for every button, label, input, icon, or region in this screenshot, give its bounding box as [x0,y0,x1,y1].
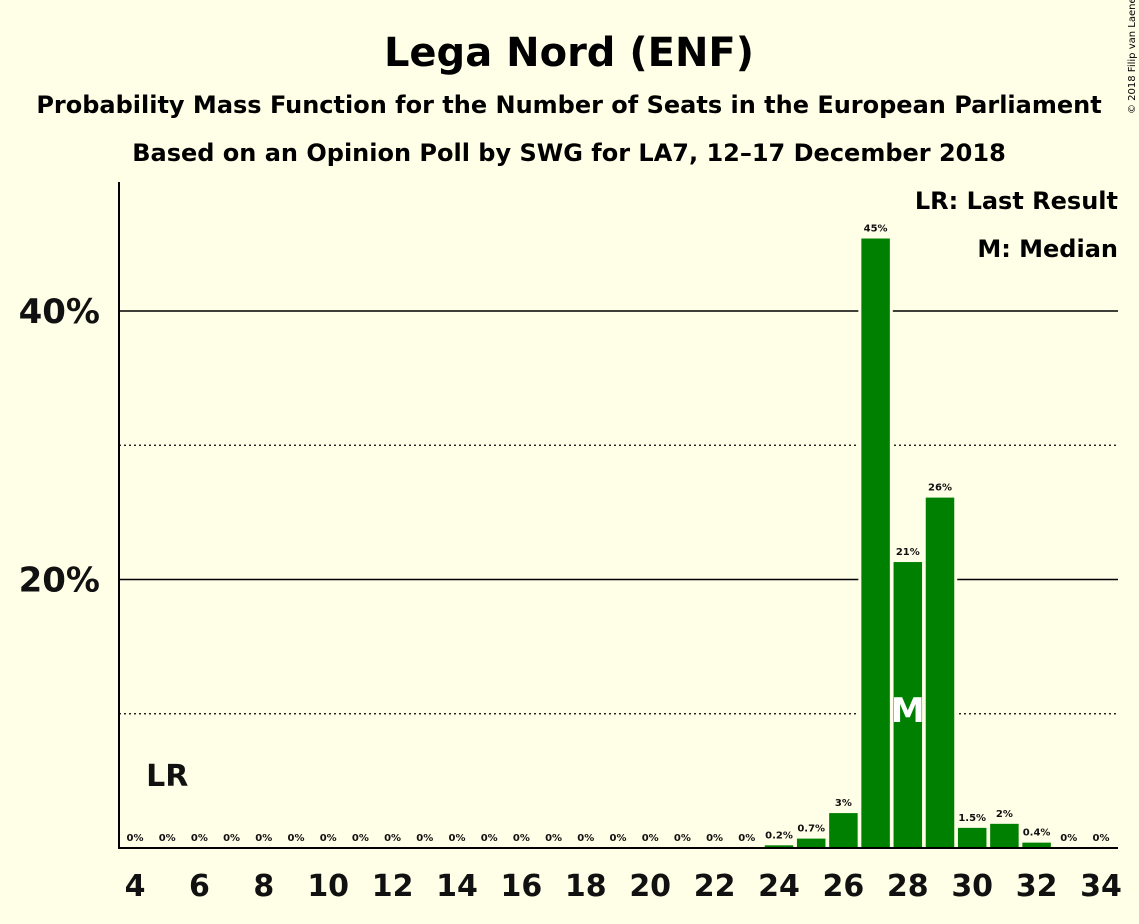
axis-layer: 20% 40% 4 6 8 10 12 14 16 18 20 22 24 26 28 30 32 34 [19,182,1122,904]
bar-value-label: 0% [674,833,691,844]
x-tick-label: 34 [1080,869,1122,904]
x-tick-label: 22 [694,869,736,904]
legend-last-result: LR: Last Result [915,187,1118,215]
bar [861,238,890,848]
bar-value-label: 0% [642,833,659,844]
bar-value-label: 0% [416,833,433,844]
x-tick-label: 10 [307,869,349,904]
bar-value-label: 0% [610,833,627,844]
bar-value-label: 0% [449,833,466,844]
bar-value-label: 0% [223,833,240,844]
bar-value-label: 0% [738,833,755,844]
bar-value-label: 0% [191,833,208,844]
bar-value-label: 21% [896,547,920,558]
x-tick-label: 6 [189,869,210,904]
bar [796,838,826,848]
bar [925,497,955,848]
bar-value-label: 0.7% [797,824,825,835]
x-tick-label: 30 [951,869,993,904]
bar-value-label: 0% [320,833,337,844]
bar-value-label: 0% [577,833,594,844]
bar-value-label: 0% [352,833,369,844]
last-result-marker: LR [146,759,188,794]
bar-value-label: 0% [706,833,723,844]
x-tick-label: 26 [823,869,865,904]
bar-value-label: 0% [288,833,305,844]
y-tick-label: 20% [19,561,100,601]
grid-layer [119,310,1118,715]
bar [990,823,1019,848]
x-tick-label: 4 [125,869,146,904]
bar [893,562,923,848]
chart-subtitle: Probability Mass Function for the Number… [36,91,1101,119]
x-tick-label: 24 [758,869,800,904]
bar-value-label: 1.5% [958,813,986,824]
label-layer: 0% 0% 0% 0% 0% 0% 0% 0% 0% 0% 0% 0% 0% 0% 0% 0% 0% 0% 0% 0%… [127,224,1110,844]
bar [1022,842,1051,848]
x-tick-label: 28 [887,869,929,904]
bar-value-label: 0% [159,833,176,844]
bar-value-label: 26% [928,483,952,494]
x-tick-label: 18 [565,869,607,904]
x-tick-label: 8 [253,869,274,904]
bar-value-label: 2% [996,809,1013,820]
bar [957,827,987,848]
bar [829,813,858,848]
median-marker: M [891,691,925,731]
x-tick-label: 12 [372,869,414,904]
copyright-text: © 2018 Filip van Laenen [1127,0,1138,114]
y-tick-label: 40% [19,292,100,332]
bar [764,845,794,848]
bar-value-label: 0% [1060,833,1077,844]
x-tick-label: 16 [501,869,543,904]
bar-value-label: 0.2% [765,830,793,841]
bar-value-label: 0% [1093,833,1110,844]
bar-value-label: 0.4% [1023,828,1051,839]
bar-value-label: 0% [481,833,498,844]
x-tick-label: 14 [436,869,478,904]
legend-median: M: Median [977,235,1118,263]
bar-value-label: 0% [255,833,272,844]
chart-title: Lega Nord (ENF) [384,30,754,76]
x-tick-label: 32 [1016,869,1058,904]
bar-value-label: 0% [513,833,530,844]
bar-value-label: 0% [127,833,144,844]
bar-layer [761,238,1054,848]
bar-value-label: 3% [835,798,852,809]
bar-value-label: 0% [545,833,562,844]
chart-subtitle-2: Based on an Opinion Poll by SWG for LA7,… [132,139,1006,167]
bar-value-label: 0% [384,833,401,844]
bar-value-label: 45% [864,224,888,235]
x-tick-label: 20 [629,869,671,904]
